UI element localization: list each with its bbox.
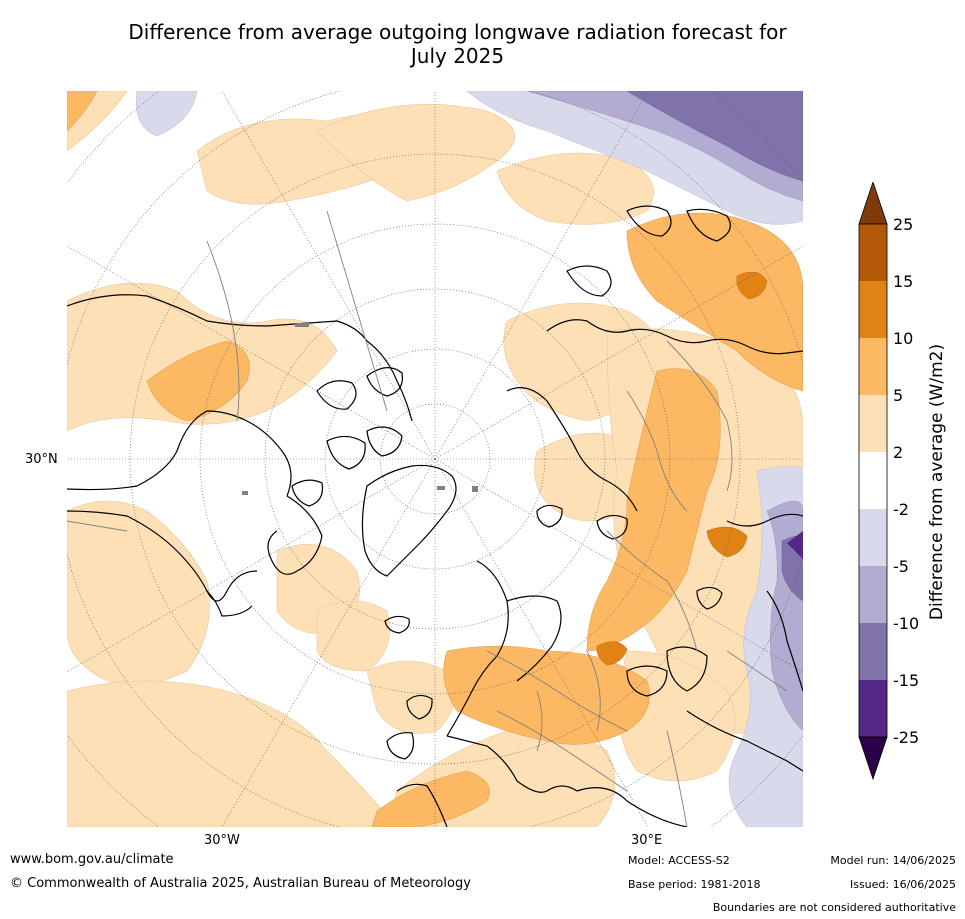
colorbar-title: Difference from average (W/m2) xyxy=(927,343,947,621)
colorbar-tick-minus15: -15 xyxy=(893,671,920,690)
footer-model-run: Model run: 14/06/2025 xyxy=(830,854,956,867)
footer-copyright: © Commonwealth of Australia 2025, Austra… xyxy=(10,876,471,891)
colorbar-max-extend xyxy=(858,180,888,225)
colorbar-frame xyxy=(858,223,888,738)
footer-base-period: Base period: 1981-2018 xyxy=(628,878,761,891)
colorbar-tick-minus25: -25 xyxy=(893,728,920,747)
sea-ice-marks xyxy=(242,323,478,495)
polar-map-svg xyxy=(67,91,803,827)
anomaly-minus-10-to-minus-15 xyxy=(626,91,803,602)
lon-label-30w: 30°W xyxy=(204,833,240,848)
colorbar-svg xyxy=(858,180,888,781)
colorbar-bin-15-25 xyxy=(859,224,887,281)
colorbar-bin-minus2-minus5 xyxy=(859,509,887,566)
colorbar-tick-2: 2 xyxy=(893,443,904,462)
anomaly-5-to-10 xyxy=(67,91,803,827)
colorbar-bin-minus10-minus15 xyxy=(859,623,887,680)
lon-label-30e: 30°E xyxy=(631,833,663,848)
colorbar-bin-minus5-minus10 xyxy=(859,566,887,623)
map-title-line1: Difference from average outgoing longwav… xyxy=(128,20,787,44)
colorbar-tick-minus5: -5 xyxy=(893,557,909,576)
colorbar-tick-minus2: -2 xyxy=(893,500,909,519)
polar-map xyxy=(67,91,803,827)
anomaly-2-to-5 xyxy=(67,91,803,827)
map-title: Difference from average outgoing longwav… xyxy=(60,20,855,68)
colorbar-bin-2-5 xyxy=(859,395,887,452)
colorbar-bin-neutral xyxy=(859,452,887,509)
colorbar-tick-minus10: -10 xyxy=(893,614,920,633)
footer-disclaimer: Boundaries are not considered authoritat… xyxy=(712,901,956,914)
colorbar-bin-5-10 xyxy=(859,338,887,395)
footer-website[interactable]: www.bom.gov.au/climate xyxy=(10,852,174,867)
colorbar-bin-minus15-minus25 xyxy=(859,680,887,737)
footer-model: Model: ACCESS-S2 xyxy=(628,854,730,867)
anomaly-10-to-15 xyxy=(596,271,768,666)
colorbar-tick-10: 10 xyxy=(893,329,914,348)
colorbar-tick-25: 25 xyxy=(893,215,914,234)
anomaly-minus-15-to-minus-25 xyxy=(787,531,803,559)
colorbar-tick-5: 5 xyxy=(893,386,904,405)
colorbar-bin-10-15 xyxy=(859,281,887,338)
colorbar-tick-15: 15 xyxy=(893,272,914,291)
graticule xyxy=(67,91,803,827)
map-title-line2: July 2025 xyxy=(410,44,505,68)
lat-label-30n: 30°N xyxy=(25,452,58,467)
colorbar-min-extend xyxy=(858,736,888,781)
colorbar xyxy=(858,180,888,786)
footer-issued: Issued: 16/06/2025 xyxy=(849,878,956,891)
national-boundaries xyxy=(67,210,788,827)
